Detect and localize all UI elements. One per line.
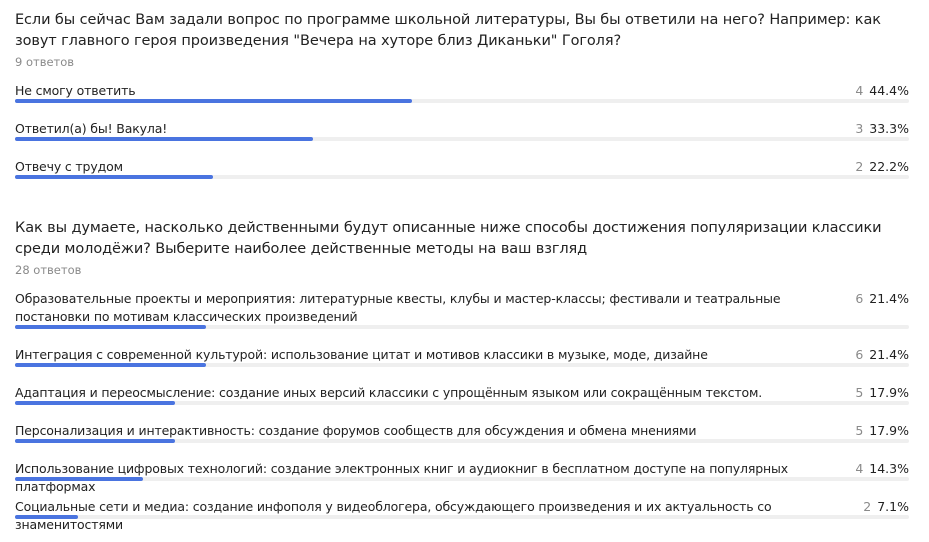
bar-track <box>15 175 909 179</box>
answer-stats: 5 17.9% <box>855 384 909 402</box>
answer-percent: 22.2% <box>869 159 909 174</box>
bar-track <box>15 477 909 481</box>
bar-fill <box>15 515 79 519</box>
bar-track <box>15 515 909 519</box>
answer-row: Ответил(а) бы! Вакула! 3 33.3% <box>15 120 909 141</box>
answer-stats: 2 22.2% <box>855 158 909 176</box>
bar-fill <box>15 99 412 103</box>
answer-percent: 14.3% <box>869 461 909 476</box>
bar-track <box>15 99 909 103</box>
answer-count: 4 <box>855 461 864 476</box>
answer-row: Интеграция с современной культурой: испо… <box>15 346 909 367</box>
answer-stats: 2 7.1% <box>863 498 909 516</box>
answer-stats: 3 33.3% <box>855 120 909 138</box>
bar-fill <box>15 363 207 367</box>
answer-count: 6 <box>855 291 864 306</box>
answer-row: Не смогу ответить 4 44.4% <box>15 82 909 103</box>
bar-fill <box>15 175 214 179</box>
answer-count: 2 <box>855 159 864 174</box>
answer-count: 2 <box>863 499 872 514</box>
answer-row: Адаптация и переосмысление: создание ины… <box>15 384 909 405</box>
answer-percent: 44.4% <box>869 83 909 98</box>
answer-stats: 4 14.3% <box>855 460 909 478</box>
answer-row: Отвечу с трудом 2 22.2% <box>15 158 909 179</box>
bar-fill <box>15 401 176 405</box>
answer-percent: 21.4% <box>869 291 909 306</box>
response-count: 28 ответов <box>15 263 82 277</box>
answer-label: Образовательные проекты и мероприятия: л… <box>15 291 781 324</box>
bar-track <box>15 363 909 367</box>
answer-stats: 6 21.4% <box>855 290 909 308</box>
bar-track <box>15 325 909 329</box>
question-block-1: Если бы сейчас Вам задали вопрос по прог… <box>15 10 909 179</box>
answer-count: 5 <box>855 423 864 438</box>
bar-track <box>15 401 909 405</box>
answer-percent: 33.3% <box>869 121 909 136</box>
response-count: 9 ответов <box>15 55 75 69</box>
answer-label: Интеграция с современной культурой: испо… <box>15 347 708 362</box>
answer-label: Социальные сети и медиа: создание инфопо… <box>15 499 772 532</box>
bar-fill <box>15 439 176 443</box>
bar-track <box>15 137 909 141</box>
answer-row: Использование цифровых технологий: созда… <box>15 460 909 496</box>
answer-stats: 6 21.4% <box>855 346 909 364</box>
answer-count: 5 <box>855 385 864 400</box>
answer-label: Использование цифровых технологий: созда… <box>15 461 788 494</box>
question-title: Как вы думаете, насколько действенными б… <box>15 220 882 257</box>
answer-label: Адаптация и переосмысление: создание ины… <box>15 385 763 400</box>
answer-label: Персонализация и интерактивность: создан… <box>15 423 697 438</box>
bar-track <box>15 439 909 443</box>
question-title: Если бы сейчас Вам задали вопрос по прог… <box>15 12 881 49</box>
bar-fill <box>15 137 313 141</box>
answer-count: 6 <box>855 347 864 362</box>
answer-row: Персонализация и интерактивность: создан… <box>15 422 909 443</box>
answer-count: 4 <box>855 83 864 98</box>
question-block-2: Как вы думаете, насколько действенными б… <box>15 218 909 532</box>
answer-stats: 5 17.9% <box>855 422 909 440</box>
bar-fill <box>15 325 207 329</box>
answer-percent: 21.4% <box>869 347 909 362</box>
answer-count: 3 <box>855 121 864 136</box>
answer-row: Образовательные проекты и мероприятия: л… <box>15 290 909 329</box>
answer-percent: 17.9% <box>869 423 909 438</box>
answer-stats: 4 44.4% <box>855 82 909 100</box>
answer-row: Социальные сети и медиа: создание инфопо… <box>15 498 909 534</box>
answer-label: Ответил(а) бы! Вакула! <box>15 121 168 136</box>
answer-percent: 17.9% <box>869 385 909 400</box>
answer-label: Не смогу ответить <box>15 83 136 98</box>
answer-percent: 7.1% <box>877 499 909 514</box>
answer-label: Отвечу с трудом <box>15 159 123 174</box>
bar-fill <box>15 477 143 481</box>
